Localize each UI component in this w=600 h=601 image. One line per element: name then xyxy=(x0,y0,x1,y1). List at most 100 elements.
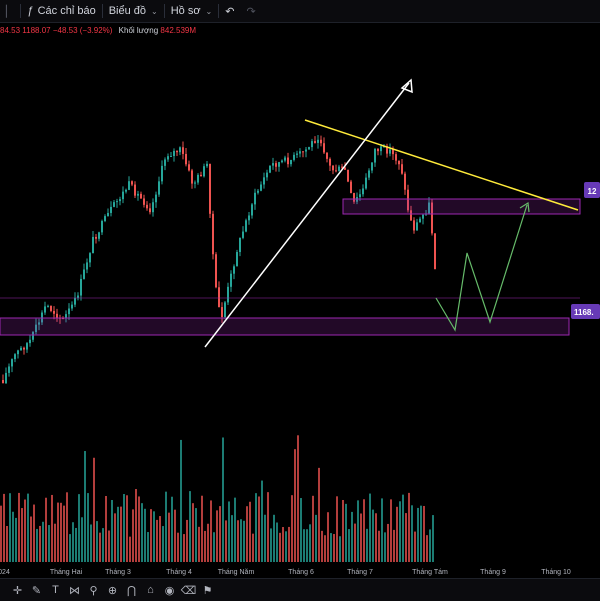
volume-bar xyxy=(51,494,53,562)
redo-button[interactable]: ↷ xyxy=(240,0,261,22)
volume-bar xyxy=(306,529,308,562)
ruler-icon[interactable]: ⚲ xyxy=(89,584,98,597)
pattern-icon[interactable]: ⋈ xyxy=(69,584,80,597)
volume-bar xyxy=(42,521,44,562)
chart-layout-button[interactable]: Biểu đồ ⌄ xyxy=(103,0,164,22)
candle xyxy=(113,202,115,207)
undo-button[interactable]: ↶ xyxy=(219,0,240,22)
text-icon[interactable]: T xyxy=(52,584,59,596)
candle xyxy=(368,170,370,178)
volume-bar xyxy=(237,520,239,562)
volume-bar xyxy=(216,510,218,562)
volume-bar xyxy=(159,516,161,562)
volume-bar xyxy=(258,496,260,562)
support-price-label: 1168. xyxy=(571,304,600,319)
candle xyxy=(65,314,67,319)
candle xyxy=(329,158,331,166)
volume-bar xyxy=(273,514,275,562)
x-tick-label: Tháng Năm xyxy=(218,569,255,576)
candle xyxy=(137,193,139,196)
candle xyxy=(140,193,142,199)
volume-bar xyxy=(36,528,38,562)
volume-bar xyxy=(297,435,299,562)
candle xyxy=(233,266,235,274)
volume-bar xyxy=(378,530,380,562)
volume-bar xyxy=(105,496,107,562)
volume-bar xyxy=(189,491,191,562)
candle xyxy=(74,297,76,305)
volume-bar xyxy=(342,499,344,562)
candle xyxy=(158,181,160,195)
volume-bar xyxy=(186,519,188,562)
volume-bar xyxy=(123,494,125,562)
volume-bar xyxy=(408,492,410,562)
volume-bar xyxy=(177,532,179,562)
volume-bar xyxy=(60,502,62,562)
candle xyxy=(266,172,268,178)
volume-bar xyxy=(261,480,263,562)
chart-type-edge[interactable]: ▏ xyxy=(6,5,15,18)
volume-bar xyxy=(399,501,401,562)
candle xyxy=(224,302,226,318)
label-box xyxy=(571,304,600,319)
volume-bar xyxy=(144,508,146,562)
magnet-icon[interactable]: ⋂ xyxy=(126,584,137,597)
candle xyxy=(281,160,283,163)
candle xyxy=(71,304,73,309)
chart-label: Biểu đồ xyxy=(108,5,146,17)
volume-bar xyxy=(30,516,32,562)
cursor-icon[interactable]: ✛ xyxy=(12,584,23,597)
volume-bar xyxy=(279,532,281,562)
candle xyxy=(389,149,391,154)
volume-bar xyxy=(162,526,164,562)
volume-bar xyxy=(252,533,254,562)
volume-bar xyxy=(45,497,47,562)
x-tick-label: Tháng 10 xyxy=(541,569,571,576)
candle xyxy=(359,194,361,198)
profile-button[interactable]: Hồ sơ ⌄ xyxy=(165,0,219,22)
volume-bar xyxy=(222,437,224,562)
volume-bar xyxy=(303,529,305,562)
volume-bar xyxy=(168,512,170,562)
volume-bar xyxy=(183,534,185,562)
candle xyxy=(2,380,4,384)
trash-icon[interactable]: ⌫ xyxy=(180,584,197,597)
candle xyxy=(335,170,337,172)
volume-bar xyxy=(27,493,29,562)
volume-bar xyxy=(231,515,233,562)
candle xyxy=(239,237,241,253)
candle xyxy=(362,188,364,195)
candle xyxy=(308,147,310,150)
volume-bar xyxy=(291,495,293,562)
candle xyxy=(83,269,85,279)
visibility-icon[interactable]: ◉ xyxy=(164,584,175,597)
volume-bar xyxy=(402,494,404,562)
volume-bar xyxy=(12,511,14,562)
volume-bar xyxy=(75,527,77,562)
flag-icon[interactable]: ⚑ xyxy=(202,584,213,597)
candle xyxy=(32,332,34,340)
zoom-icon[interactable]: ⊕ xyxy=(107,584,118,597)
price-chart[interactable]: 12 1168. 024 Tháng Hai Tháng 3 Tháng 4 Tháng N… xyxy=(0,22,600,578)
candle xyxy=(107,212,109,217)
volume-bar xyxy=(165,491,167,562)
candle xyxy=(167,156,169,160)
indicators-label: Các chỉ báo xyxy=(37,5,96,17)
candle xyxy=(248,215,250,221)
volume-bar xyxy=(267,492,269,562)
candle xyxy=(98,232,100,239)
brush-icon[interactable]: ✎ xyxy=(31,584,42,597)
indicators-button[interactable]: ƒ Các chỉ báo xyxy=(21,0,101,22)
candle xyxy=(125,189,127,192)
candle xyxy=(305,149,307,152)
volume-bar xyxy=(84,451,86,562)
volume-bar xyxy=(120,506,122,562)
lock-icon[interactable]: ⌂ xyxy=(147,584,154,596)
candle xyxy=(245,220,247,232)
volume-bar xyxy=(264,514,266,562)
volume-bar xyxy=(153,511,155,562)
volume-bar xyxy=(24,499,26,562)
candle xyxy=(41,312,43,323)
chevron-down-icon: ⌄ xyxy=(151,6,158,16)
volume-bar xyxy=(69,534,71,562)
